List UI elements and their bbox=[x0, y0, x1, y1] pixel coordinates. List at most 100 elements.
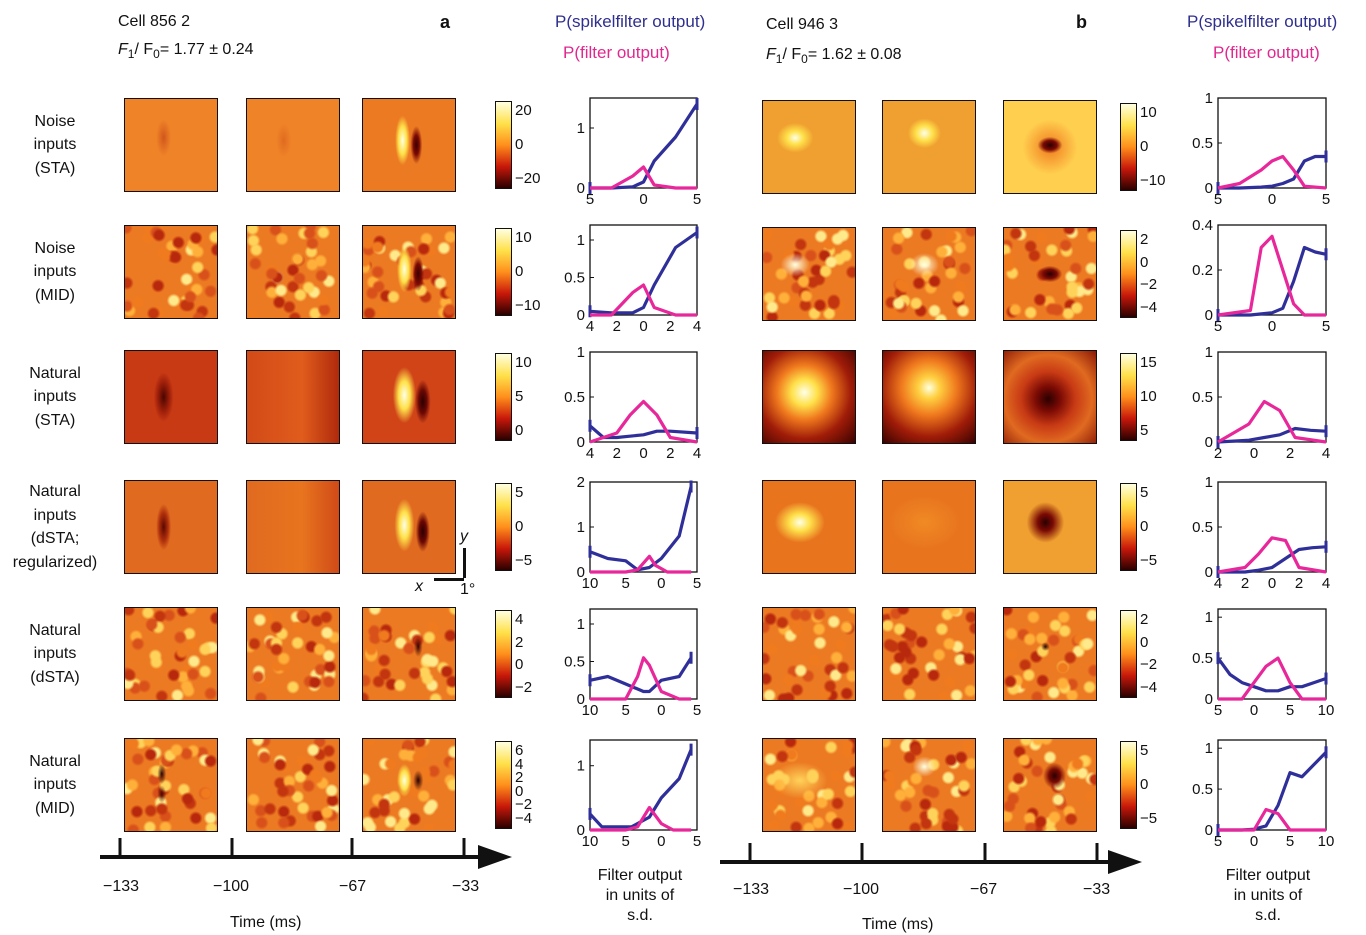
colorbar-b-row5-tick-3: −2 bbox=[1140, 656, 1158, 674]
chart-b-row4-xtick-2: 2 bbox=[1241, 575, 1249, 592]
chart-b-row3-xtick-3: 2 bbox=[1286, 445, 1294, 462]
colorbar-b-row1-tick-1: 10 bbox=[1140, 104, 1157, 121]
colorbar-b-row2-tick-3: −2 bbox=[1140, 276, 1158, 294]
row-label-1-line-3: (STA) bbox=[34, 159, 76, 177]
filter-map-a-row1-t2 bbox=[246, 98, 340, 192]
chart-a-row4-spike-line bbox=[589, 486, 693, 572]
time-axis-arrow-a bbox=[478, 845, 512, 869]
chart-a-row2-ytick-2: 0.5 bbox=[564, 270, 585, 287]
colorbar-b-row1 bbox=[1120, 103, 1137, 191]
time-tick-label-b-4: −33 bbox=[1083, 881, 1111, 898]
colorbar-a-row5-tick-1: 4 bbox=[515, 611, 524, 628]
colorbar-a-row4-tick-1: 5 bbox=[515, 484, 524, 501]
scale-x-label: x bbox=[415, 578, 423, 595]
filter-map-b-row1-t1 bbox=[762, 100, 856, 194]
row-label-4-line-3: (dSTA; bbox=[30, 530, 80, 547]
time-axis-arrow-b bbox=[1108, 850, 1142, 874]
chart-a-row1-ytick-2: 1 bbox=[577, 120, 585, 137]
chart-a-row3: 0 0.5 1 4 2 0 2 4 bbox=[564, 344, 701, 462]
colorbar-a-row2-tick-2: 0 bbox=[515, 263, 524, 280]
chart-b-row1-xtick-3: 5 bbox=[1322, 191, 1330, 208]
chart-b-row6-xtick-3: 5 bbox=[1286, 833, 1294, 850]
filter-output-label-a: Filter output in units of s.d. bbox=[580, 866, 700, 926]
ratio-sub1-a: 1 bbox=[127, 47, 135, 62]
scale-y-label: y bbox=[460, 528, 468, 545]
chart-a-row6-xtick-1: 10 bbox=[582, 833, 599, 850]
chart-a-row5-ytick-3: 1 bbox=[577, 616, 585, 633]
chart-b-row1-filter-line bbox=[1217, 154, 1327, 190]
chart-a-row4-ytick-2: 1 bbox=[577, 519, 585, 536]
row-label-1-line-1: Noise bbox=[34, 112, 76, 130]
filter-map-b-row1-t3 bbox=[1003, 100, 1097, 194]
chart-a-row1-ytick-1: 0 bbox=[577, 180, 585, 197]
chart-b-row3-xtick-2: 0 bbox=[1250, 445, 1258, 462]
filter-map-b-row3-t1 bbox=[762, 350, 856, 444]
colorbar-a-row1-tick-1: 20 bbox=[515, 102, 532, 119]
chart-a-row2-xtick-5: 4 bbox=[693, 318, 701, 335]
chart-a-row3-ytick-2: 0.5 bbox=[564, 389, 585, 406]
chart-b-row2-ytick-2: 0.2 bbox=[1192, 262, 1213, 279]
chart-a-row2-frame bbox=[589, 224, 698, 316]
row-label-4-line-1: Natural bbox=[29, 483, 81, 500]
filter-map-a-row5-t2 bbox=[246, 607, 340, 701]
chart-a-row5-ytick-2: 0.5 bbox=[564, 654, 585, 671]
chart-a-row2-xtick-2: 2 bbox=[613, 318, 621, 335]
filter-map-a-row6-t3 bbox=[362, 738, 456, 832]
colorbar-a-row3 bbox=[495, 353, 512, 441]
chart-b-row3-xtick-4: 4 bbox=[1322, 445, 1330, 462]
colorbar-b-row4-tick-3: −5 bbox=[1140, 552, 1158, 569]
chart-a-row6-xtick-4: 5 bbox=[693, 833, 701, 850]
colorbar-a-row4 bbox=[495, 483, 512, 571]
chart-a-row5-filter-line bbox=[590, 656, 692, 701]
colorbar-a-row4-tick-2: 0 bbox=[515, 518, 524, 535]
row-label-2: Noise inputs (MID) bbox=[0, 237, 110, 308]
chart-a-row6-xtick-2: 5 bbox=[621, 833, 629, 850]
chart-a-row4-filter-line bbox=[590, 554, 692, 574]
filter-map-a-row3-t2 bbox=[246, 350, 340, 444]
filter-map-b-row5-t2 bbox=[882, 607, 976, 701]
chart-a-row3-xtick-3: 0 bbox=[639, 445, 647, 462]
colorbar-b-row5-tick-1: 2 bbox=[1140, 611, 1149, 628]
filter-map-a-row4-t2 bbox=[246, 480, 340, 574]
colorbar-a-row2-tick-3: −10 bbox=[515, 297, 541, 314]
chart-b-row5-ytick-3: 1 bbox=[1205, 609, 1213, 626]
time-tick-label-b-2: −100 bbox=[843, 881, 880, 898]
colorbar-a-row6-tick-1: 6 bbox=[515, 742, 524, 759]
chart-b-row4-ytick-1: 0 bbox=[1205, 564, 1213, 581]
chart-a-row2-xtick-1: 4 bbox=[586, 318, 594, 335]
chart-a-row2-xtick-4: 2 bbox=[666, 318, 674, 335]
chart-b-row5-filter-line bbox=[1218, 656, 1326, 701]
filter-map-b-row2-t2 bbox=[882, 227, 976, 321]
row-label-5: Natural inputs (dSTA) bbox=[0, 619, 110, 690]
chart-a-row3-ytick-1: 0 bbox=[577, 434, 585, 451]
colorbar-b-row3 bbox=[1120, 353, 1137, 441]
filter-map-a-row4-t3 bbox=[362, 480, 456, 574]
row-label-5-line-2: inputs bbox=[33, 645, 77, 663]
filter-label-a-line1: Filter output bbox=[597, 867, 683, 884]
chart-b-row1-ytick-3: 1 bbox=[1205, 90, 1213, 107]
chart-b-row6-xtick-4: 10 bbox=[1318, 833, 1335, 850]
colorbar-b-row5-tick-4: −4 bbox=[1140, 679, 1158, 696]
filter-label-b-line3: s.d. bbox=[1255, 907, 1281, 924]
chart-b-row3-ytick-2: 0.5 bbox=[1192, 389, 1213, 406]
chart-b-row1-ytick-1: 0 bbox=[1205, 180, 1213, 197]
colorbar-b-row3-tick-2: 10 bbox=[1140, 388, 1157, 405]
filter-map-b-row1-t2 bbox=[882, 100, 976, 194]
ratio-slash-a: / F bbox=[134, 41, 154, 58]
colorbar-a-row5-tick-2: 2 bbox=[515, 633, 524, 651]
chart-a-row5-xtick-4: 5 bbox=[693, 702, 701, 719]
colorbar-a-row6-tick-6: −4 bbox=[515, 810, 533, 827]
chart-b-row3: 00.512 0 2 4 bbox=[1192, 344, 1330, 462]
chart-b-row3-frame bbox=[1217, 351, 1327, 443]
chart-b-row2-xtick-2: 0 bbox=[1268, 318, 1276, 335]
filter-map-b-row4-t3 bbox=[1003, 480, 1097, 574]
chart-a-row1-xtick-2: 0 bbox=[639, 191, 647, 208]
row-label-4-line-2: inputs bbox=[33, 506, 77, 524]
chart-b-row6-filter-line bbox=[1218, 807, 1326, 832]
chart-b-row5-ytick-1: 0 bbox=[1205, 691, 1213, 708]
filter-map-a-row5-t3 bbox=[362, 607, 456, 701]
chart-b-row3-filter-line bbox=[1217, 399, 1327, 444]
time-tick-label-b-1: −133 bbox=[733, 881, 770, 898]
chart-b-row5-xtick-3: 5 bbox=[1286, 702, 1294, 719]
